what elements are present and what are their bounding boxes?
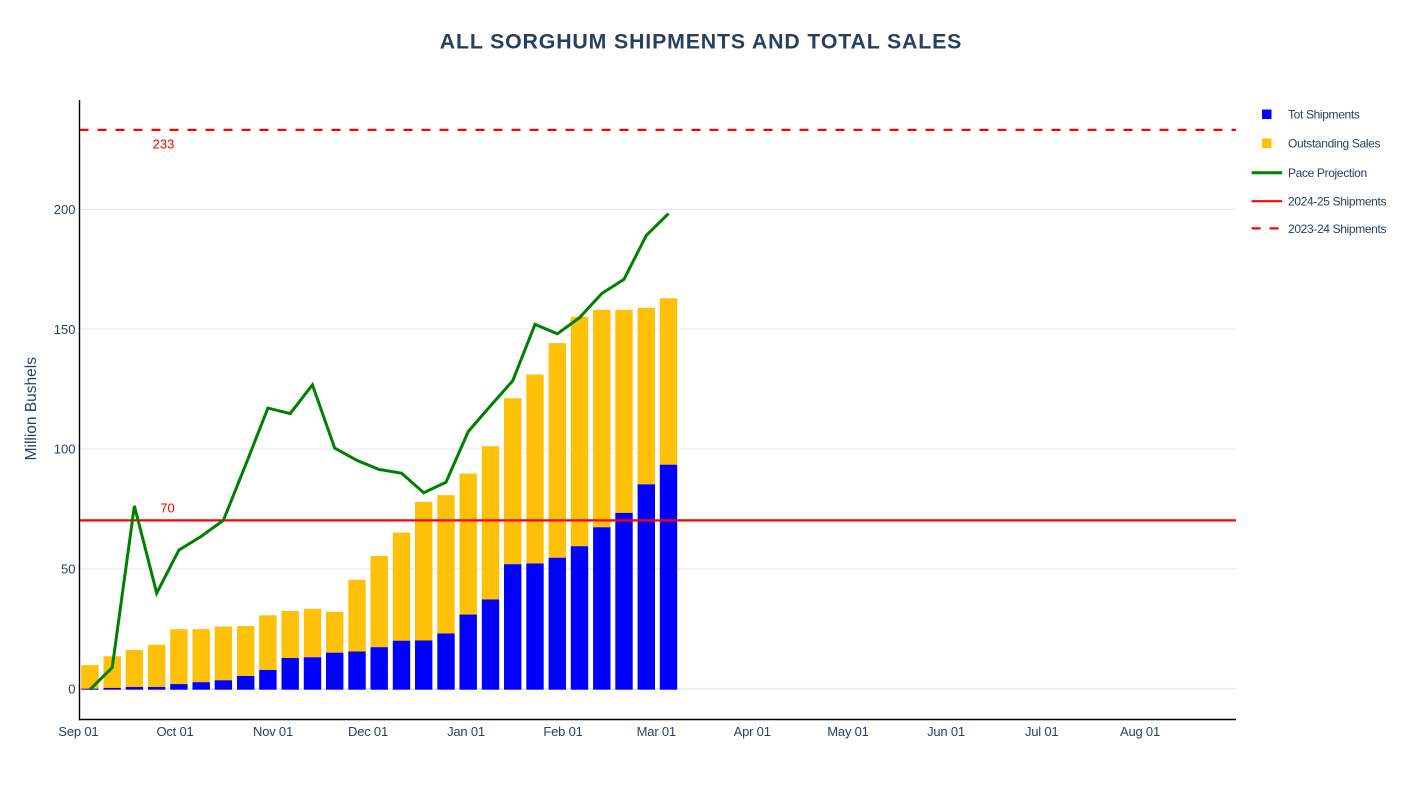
svg-text:2024-25 Shipments: 2024-25 Shipments (1288, 195, 1386, 209)
svg-text:50: 50 (61, 562, 75, 577)
svg-text:Tot Shipments: Tot Shipments (1288, 108, 1360, 122)
svg-text:Aug 01: Aug 01 (1120, 724, 1160, 739)
svg-text:150: 150 (54, 322, 76, 337)
svg-text:May 01: May 01 (827, 724, 868, 739)
svg-text:Oct 01: Oct 01 (156, 724, 193, 739)
svg-text:Nov 01: Nov 01 (253, 724, 293, 739)
svg-text:Sep 01: Sep 01 (58, 724, 98, 739)
svg-text:Apr 01: Apr 01 (734, 724, 771, 739)
svg-text:Pace Projection: Pace Projection (1288, 166, 1367, 180)
svg-text:233: 233 (153, 136, 175, 151)
svg-text:2023-24 Shipments: 2023-24 Shipments (1288, 222, 1386, 236)
svg-text:ALL SORGHUM SHIPMENTS AND TOTA: ALL SORGHUM SHIPMENTS AND TOTAL SALES (440, 29, 962, 53)
svg-text:0: 0 (68, 682, 75, 697)
svg-text:Dec 01: Dec 01 (348, 724, 388, 739)
svg-text:Jun 01: Jun 01 (927, 724, 965, 739)
svg-text:100: 100 (54, 442, 76, 457)
svg-text:Jul 01: Jul 01 (1025, 724, 1059, 739)
svg-text:70: 70 (160, 501, 174, 516)
svg-text:Outstanding Sales: Outstanding Sales (1288, 137, 1380, 151)
svg-text:200: 200 (54, 202, 76, 217)
svg-text:Mar 01: Mar 01 (637, 724, 676, 739)
svg-text:Jan 01: Jan 01 (447, 724, 485, 739)
svg-text:Feb 01: Feb 01 (543, 724, 582, 739)
svg-text:Million Bushels: Million Bushels (23, 357, 40, 461)
